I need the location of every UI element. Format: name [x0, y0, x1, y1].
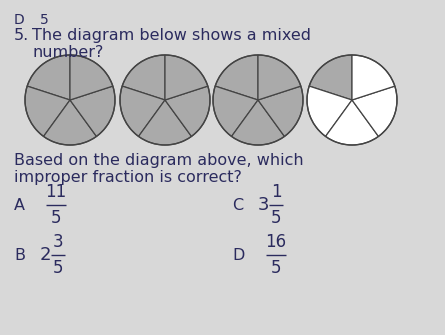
Text: 5.: 5. — [14, 28, 29, 43]
Text: improper fraction is correct?: improper fraction is correct? — [14, 170, 242, 185]
Wedge shape — [231, 100, 284, 145]
Text: B: B — [14, 248, 25, 263]
Text: 5: 5 — [271, 259, 281, 277]
Text: number?: number? — [32, 45, 103, 60]
Wedge shape — [309, 55, 352, 100]
Text: 16: 16 — [265, 233, 287, 251]
Text: D: D — [232, 248, 244, 263]
Text: D: D — [14, 13, 25, 27]
Text: The diagram below shows a mixed: The diagram below shows a mixed — [32, 28, 311, 43]
Wedge shape — [120, 86, 165, 136]
Wedge shape — [307, 86, 352, 136]
Wedge shape — [326, 100, 378, 145]
Wedge shape — [352, 86, 397, 136]
Wedge shape — [44, 100, 97, 145]
Wedge shape — [70, 55, 113, 100]
Text: C: C — [232, 198, 243, 212]
Wedge shape — [213, 86, 258, 136]
Text: 5: 5 — [271, 209, 281, 227]
Wedge shape — [165, 86, 210, 136]
Text: Based on the diagram above, which: Based on the diagram above, which — [14, 153, 303, 168]
Wedge shape — [25, 86, 70, 136]
Wedge shape — [27, 55, 70, 100]
Wedge shape — [352, 55, 395, 100]
Wedge shape — [122, 55, 165, 100]
Text: 5: 5 — [40, 13, 49, 27]
Text: 1: 1 — [271, 183, 281, 201]
Text: A: A — [14, 198, 25, 212]
Wedge shape — [258, 55, 301, 100]
Wedge shape — [70, 86, 115, 136]
Text: 11: 11 — [45, 183, 67, 201]
Wedge shape — [138, 100, 191, 145]
Wedge shape — [165, 55, 208, 100]
Wedge shape — [258, 86, 303, 136]
Text: 5: 5 — [53, 259, 63, 277]
Text: 3: 3 — [53, 233, 63, 251]
Text: 2: 2 — [40, 246, 52, 264]
Text: 3: 3 — [258, 196, 270, 214]
Wedge shape — [215, 55, 258, 100]
Text: 5: 5 — [51, 209, 61, 227]
